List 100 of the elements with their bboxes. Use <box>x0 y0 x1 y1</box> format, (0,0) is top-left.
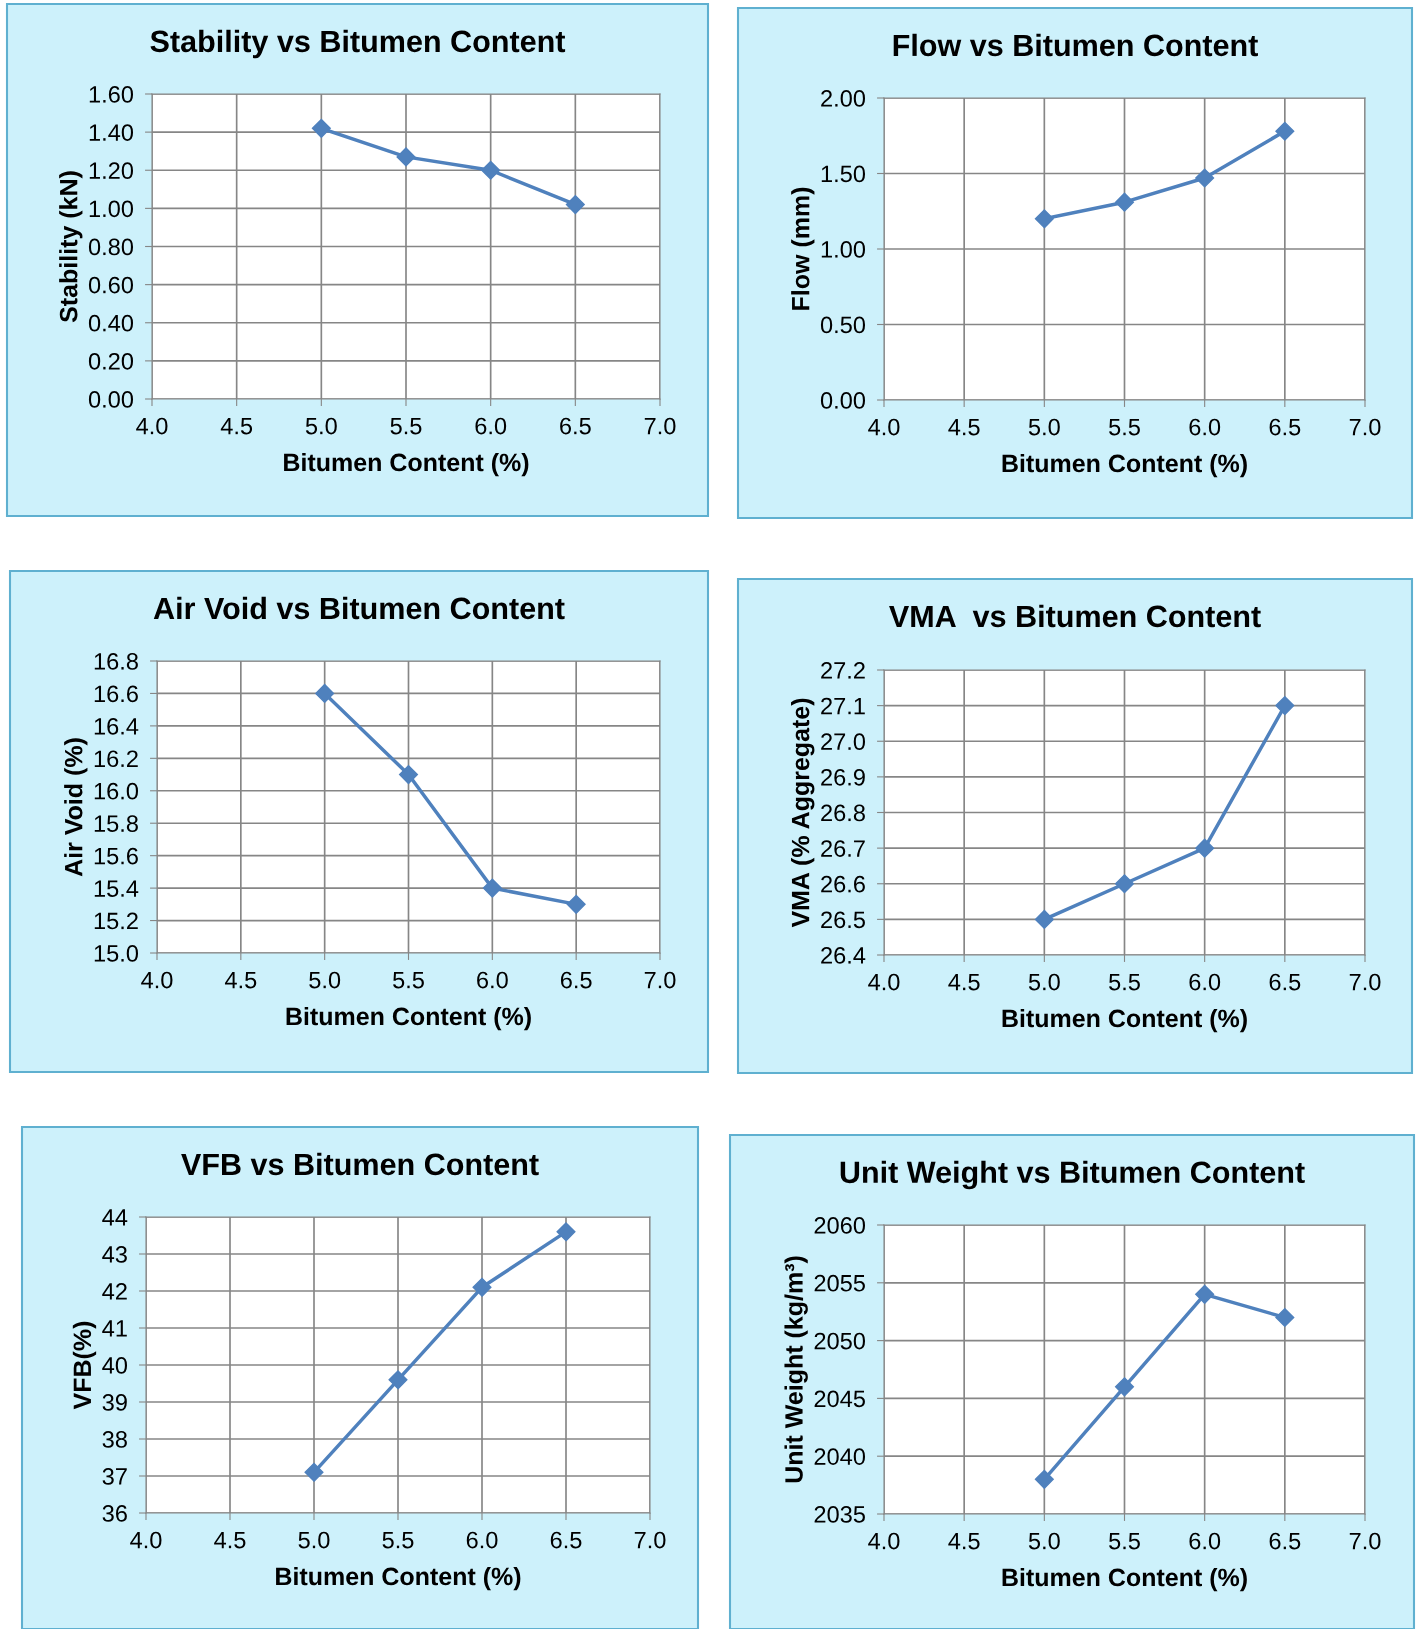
x-tick-label: 4.0 <box>868 1532 900 1550</box>
x-tick-label: 6.5 <box>550 1531 582 1549</box>
x-tick-label: 4.5 <box>948 973 980 991</box>
y-tick-label: 1.60 <box>89 86 134 103</box>
x-tick-label: 6.5 <box>1269 418 1301 436</box>
point <box>1195 1284 1215 1304</box>
x-tick-label: 5.5 <box>1109 418 1140 436</box>
y-tick-label: 0.50 <box>820 316 866 334</box>
y-tick-label: 2.00 <box>821 90 866 107</box>
y-tick-label: 27.0 <box>821 733 866 751</box>
x-tick-label: 6.5 <box>1269 973 1301 991</box>
point <box>556 1222 576 1242</box>
y-tick-label: 39 <box>102 1394 127 1411</box>
y-tick-label: 2050 <box>814 1332 866 1350</box>
x-tick-label: 4.5 <box>224 971 257 989</box>
x-tick-label: 5.5 <box>382 1531 414 1549</box>
y-tick-label: 2060 <box>814 1217 866 1234</box>
x-tick-label: 7.0 <box>1349 973 1381 991</box>
point <box>1034 1469 1054 1489</box>
chart-title: VFB vs Bitumen Content <box>181 1152 539 1176</box>
point <box>311 118 331 138</box>
x-tick-label: 4.5 <box>948 1532 980 1550</box>
x-tick-label: 5.0 <box>1028 1532 1060 1550</box>
y-tick-label: 2035 <box>814 1506 865 1523</box>
x-axis-title: Bitumen Content (%) <box>1002 1008 1247 1033</box>
y-tick-label: 26.5 <box>821 911 865 929</box>
y-tick-label: 16.4 <box>94 717 139 735</box>
y-tick-label: 1.00 <box>89 200 134 218</box>
y-tick-label: 16.8 <box>94 653 138 670</box>
y-tick-label: 27.2 <box>821 662 865 679</box>
y-tick-label: 26.6 <box>821 875 865 893</box>
point <box>1275 696 1295 716</box>
y-tick-label: 1.50 <box>821 165 866 183</box>
point <box>1034 909 1054 929</box>
y-tick-label: 40 <box>102 1357 128 1374</box>
y-tick-label: 1.00 <box>821 241 866 258</box>
y-tick-label: 0.60 <box>88 276 134 294</box>
y-tick-label: 38 <box>102 1431 127 1448</box>
y-tick-label: 26.7 <box>821 840 865 857</box>
y-tick-label: 15.8 <box>94 815 138 833</box>
y-tick-label: 43 <box>102 1246 127 1263</box>
y-tick-label: 2055 <box>814 1274 865 1292</box>
point <box>1195 168 1215 188</box>
y-tick-label: 15.4 <box>94 880 139 897</box>
y-tick-label: 42 <box>102 1283 127 1300</box>
y-axis-title: Stability (kN) <box>59 171 83 323</box>
x-tick-label: 6.5 <box>560 971 592 989</box>
x-tick-label: 7.0 <box>1349 418 1381 436</box>
x-tick-label: 5.0 <box>1028 973 1060 991</box>
y-tick-label: 0.20 <box>88 352 134 370</box>
point <box>1114 192 1135 212</box>
y-tick-label: 1.20 <box>89 162 134 180</box>
x-tick-label: 6.0 <box>477 971 508 989</box>
y-axis-title: VMA (% Aggregate) <box>791 698 815 928</box>
y-tick-label: 2040 <box>814 1448 866 1465</box>
point <box>388 1370 408 1390</box>
point <box>566 894 586 914</box>
point <box>396 147 416 167</box>
x-tick-label: 4.0 <box>868 418 900 436</box>
x-tick-label: 4.0 <box>141 971 173 989</box>
y-tick-label: 16.2 <box>94 750 138 768</box>
y-tick-label: 27.1 <box>821 697 865 715</box>
y-tick-label: 0.00 <box>820 392 866 409</box>
y-tick-label: 15.2 <box>94 912 138 930</box>
point <box>1275 121 1295 141</box>
y-axis-title: Unit Weight (kg/m³) <box>784 1256 808 1483</box>
y-tick-label: 26.9 <box>821 768 865 786</box>
x-tick-label: 5.5 <box>393 971 424 989</box>
y-tick-label: 41 <box>102 1320 127 1337</box>
x-tick-label: 4.0 <box>868 973 900 991</box>
y-tick-label: 16.6 <box>94 685 138 703</box>
x-tick-label: 6.0 <box>1189 973 1221 991</box>
x-axis-title: Bitumen Content (%) <box>276 1566 521 1591</box>
y-tick-label: 15.0 <box>94 945 139 962</box>
x-tick-label: 6.0 <box>1189 418 1221 436</box>
y-tick-label: 0.80 <box>88 238 134 256</box>
x-tick-label: 5.5 <box>1109 1532 1140 1550</box>
point <box>1195 838 1215 858</box>
chart-title: VMA vs Bitumen Content <box>889 604 1261 628</box>
y-tick-label: 15.6 <box>94 847 138 865</box>
chart-title: Flow vs Bitumen Content <box>893 33 1258 57</box>
point <box>482 878 502 898</box>
y-tick-label: 26.4 <box>821 947 866 964</box>
x-tick-label: 7.0 <box>1349 1532 1381 1550</box>
point <box>472 1277 492 1297</box>
point <box>398 765 419 785</box>
x-tick-label: 6.0 <box>475 417 507 435</box>
point <box>1114 1377 1135 1397</box>
y-tick-label: 1.40 <box>89 124 134 141</box>
x-tick-label: 7.0 <box>644 971 676 989</box>
x-tick-label: 5.0 <box>298 1531 330 1549</box>
x-tick-label: 6.0 <box>466 1531 498 1549</box>
x-tick-label: 6.0 <box>1189 1532 1221 1550</box>
chart-title: Stability vs Bitumen Content <box>150 29 566 59</box>
y-tick-label: 16.0 <box>94 782 139 800</box>
x-axis-title: Bitumen Content (%) <box>1002 1567 1247 1592</box>
x-tick-label: 5.0 <box>309 971 341 989</box>
y-tick-label: 0.40 <box>88 314 134 332</box>
y-tick-label: 26.8 <box>821 804 865 822</box>
y-tick-label: 44 <box>102 1209 128 1226</box>
